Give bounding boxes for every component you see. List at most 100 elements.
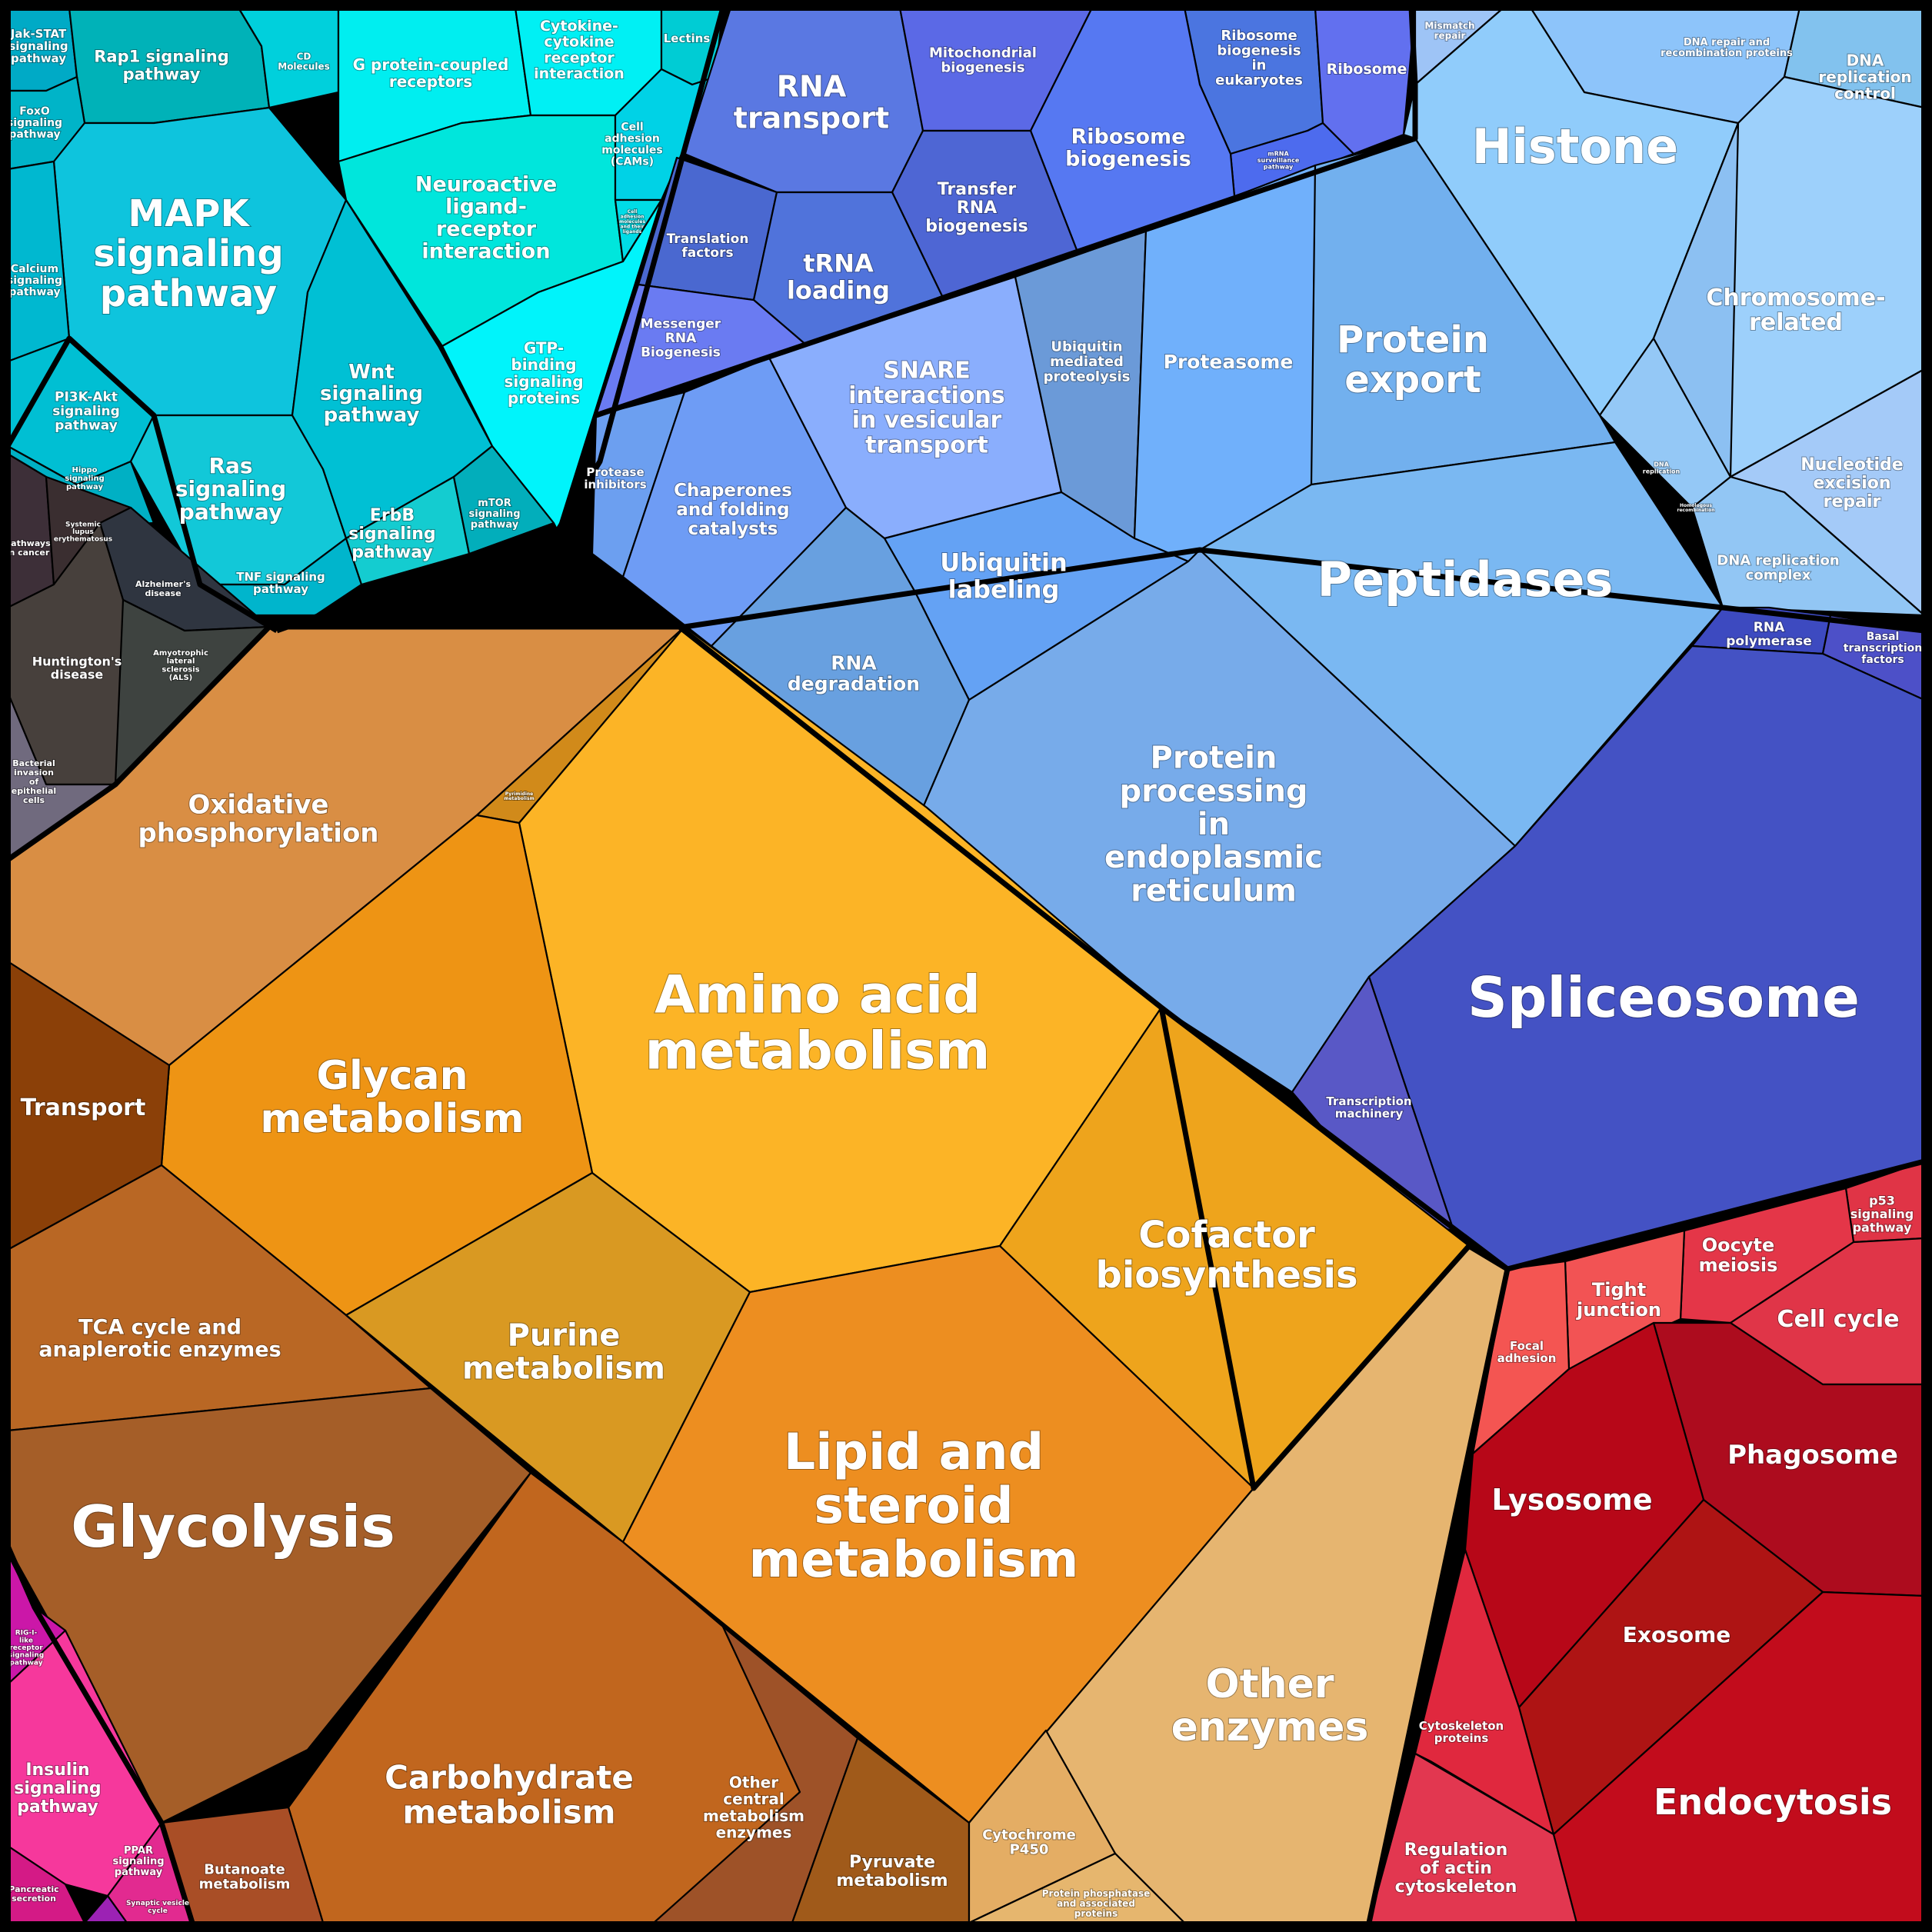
label-erbb: ErbB signaling pathway — [348, 506, 435, 562]
label-chromosome: Chromosome-related — [1706, 284, 1885, 335]
label-pathways-cancer: Pathways in cancer — [5, 538, 51, 558]
cell-homol-recomb — [1652, 122, 1740, 478]
label-wnt: Wnt signaling pathway — [320, 361, 423, 427]
label-histone: Histone — [1472, 118, 1678, 175]
label-mrna-surv: mRNA surveillance pathway — [1257, 150, 1300, 170]
label-ribo-bio-euk: Ribosome biogenesis in eukaryotes — [1215, 27, 1303, 88]
label-rna-pol: RNA polymerase — [1726, 620, 1812, 649]
label-cam: Cell adhesion molecules (CAMs) — [601, 121, 662, 168]
label-homol-recomb: Homologous recombination — [1677, 502, 1715, 512]
label-ppar: PPAR signaling pathway — [113, 1844, 165, 1877]
group-border-2 — [275, 7, 726, 634]
label-mtor: mTOR signaling pathway — [469, 497, 521, 530]
label-oxphos: Oxidative phosphorylation — [138, 790, 378, 849]
label-ubq-label: Ubiquitin labeling — [940, 548, 1068, 605]
label-focal: Focal adhesion — [1497, 1339, 1557, 1365]
cell-lipid — [621, 1244, 1255, 1824]
label-purine: Purine metabolism — [462, 1317, 665, 1386]
label-glycolysis: Glycolysis — [71, 1493, 395, 1561]
label-gtp: GTP-binding signaling proteins — [504, 339, 583, 408]
label-peptidases: Peptidases — [1317, 551, 1614, 608]
label-neuroactive: Neuroactive ligand-receptor interaction — [415, 172, 557, 263]
label-endocytosis: Endocytosis — [1654, 1781, 1892, 1823]
label-protein-export: Protein export — [1337, 318, 1489, 401]
label-tight-junction: Tight junction — [1576, 1279, 1661, 1321]
label-lysosome: Lysosome — [1491, 1483, 1652, 1517]
label-huntington: Huntington's disease — [32, 654, 122, 681]
label-transport: Transport — [21, 1094, 146, 1121]
label-mismatch: Mismatch repair — [1424, 21, 1474, 42]
label-dna-repl-small: DNA replication — [1643, 461, 1681, 475]
label-mapk: MAPK signaling pathway — [93, 192, 283, 315]
label-mito-bio: Mitochondrial biogenesis — [929, 45, 1037, 75]
label-foxo: FoxO signaling pathway — [7, 105, 62, 141]
group-border-4 — [5, 547, 1925, 862]
label-basal: Basal transcription factors — [1844, 631, 1922, 666]
label-dna-rep-cplx: DNA replication complex — [1717, 552, 1839, 583]
label-proteasome: Proteasome — [1164, 351, 1294, 373]
cell-gtp — [441, 198, 663, 532]
label-dna-rep-ctrl: DNA replication control — [1818, 51, 1911, 102]
label-phagosome: Phagosome — [1727, 1440, 1898, 1471]
label-cytoskel: Cytoskeleton proteins — [1419, 1719, 1504, 1745]
label-other-central: Other central metabolism enzymes — [703, 1774, 804, 1842]
label-cell-adh-small: Cell adhesion molecules and their ligands — [619, 209, 645, 235]
label-cell-cycle: Cell cycle — [1777, 1306, 1899, 1333]
cell-layer — [6, 6, 1926, 1924]
label-amino-acid: Amino acid metabolism — [645, 964, 991, 1081]
label-ubq-prot: Ubiquitin mediated proteolysis — [1044, 338, 1131, 385]
label-cytokine: Cytokine-cytokine receptor interaction — [534, 18, 625, 82]
label-ras: Ras signaling pathway — [175, 452, 286, 524]
label-cd: CD Molecules — [278, 52, 330, 72]
label-tnf: TNF signaling pathway — [236, 570, 325, 596]
group-border-layer — [5, 7, 1925, 1924]
label-cofactor: Cofactor biosynthesis — [1095, 1214, 1357, 1297]
label-mrna-bio: Messenger RNA Biogenesis — [641, 317, 721, 361]
label-rap1: Rap1 signaling pathway — [94, 48, 229, 84]
label-pyrimidine: Pyrimidine metabolism — [504, 791, 535, 801]
label-layer: Jak-STAT signaling pathway Rap1 signaling pa… — [4, 17, 1923, 1920]
label-butanoate: Butanoate metabolism — [199, 1861, 291, 1892]
label-translation: Translation factors — [667, 232, 749, 261]
label-ribosome: Ribosome — [1327, 61, 1407, 78]
label-rna-transport: RNA transport — [734, 69, 889, 135]
label-carbohydrate: Carbohydrate metabolism — [385, 1758, 634, 1830]
label-transcr-mach: Transcription machinery — [1326, 1094, 1411, 1121]
label-lipid: Lipid and steroid metabolism — [749, 1423, 1079, 1588]
label-rna-degr: RNA degradation — [788, 651, 920, 695]
label-dna-repair-recomb: DNA repair and recombination proteins — [1661, 36, 1793, 58]
label-als: Amyotrophic lateral sclerosis (ALS) — [153, 648, 208, 681]
group-border-1 — [5, 335, 278, 634]
label-protein-er: Protein processing in endoplasmic reticulum — [1104, 741, 1323, 909]
label-pi3k: PI3K-Akt signaling pathway — [52, 390, 120, 434]
label-phosphatase: Protein phosphatase and associated protein… — [1042, 1888, 1151, 1919]
label-exosome: Exosome — [1623, 1622, 1731, 1647]
label-pyruvate: Pyruvate metabolism — [836, 1853, 948, 1890]
label-bacterial: Bacterial invasion of epithelial cells — [12, 758, 56, 805]
label-pancreatic: Pancreatic secretion — [8, 1884, 58, 1904]
label-hippo: Hippo signaling pathway — [65, 466, 105, 491]
label-alzheimer: Alzheimer's disease — [135, 579, 191, 598]
label-spliceosome: Spliceosome — [1467, 965, 1860, 1030]
label-synaptic: Synaptic vesicle cycle — [126, 1900, 189, 1915]
label-nucleotide-exc: Nucleotide excision repair — [1800, 455, 1903, 511]
label-snare: SNARE interactions in vesicular transport — [848, 357, 1005, 458]
group-border-3 — [595, 7, 1418, 418]
label-other-enz: Other enzymes — [1171, 1661, 1369, 1750]
label-tca: TCA cycle and anaplerotic enzymes — [38, 1315, 281, 1361]
label-jak-stat: Jak-STAT signaling pathway — [8, 27, 68, 65]
label-oocyte: Oocyte meiosis — [1699, 1234, 1778, 1276]
label-trna-load: tRNA loading — [787, 249, 890, 305]
label-p53: p53 signaling pathway — [1850, 1193, 1914, 1234]
label-lectins: Lectins — [664, 32, 711, 45]
label-calcium: Calcium signaling pathway — [7, 263, 62, 298]
label-chaperones: Chaperones and folding catalysts — [674, 481, 792, 539]
label-trna-bio: Transfer RNA biogenesis — [925, 180, 1028, 236]
label-insulin: Insulin signaling pathway — [14, 1760, 101, 1817]
label-actin: Regulation of actin cytoskeleton — [1395, 1840, 1517, 1897]
group-border-5 — [555, 528, 1925, 1272]
label-rig: RIG-I-like receptor signaling pathway — [8, 1630, 44, 1667]
label-protease-inh: Protease inhibitors — [584, 465, 646, 491]
